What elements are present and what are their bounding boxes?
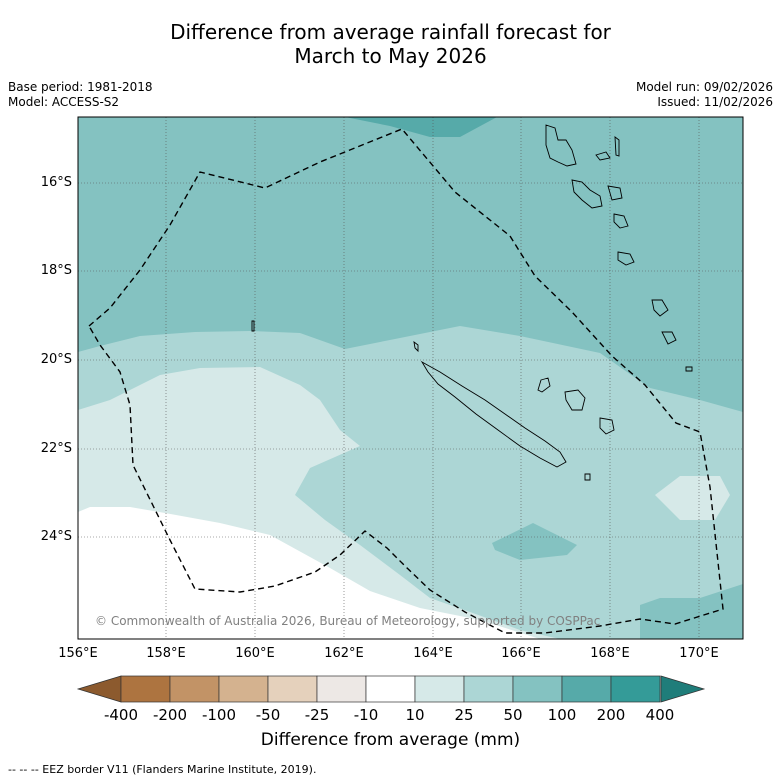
lat-label: 20°S <box>40 352 72 367</box>
region-dark-patch-south <box>492 523 577 560</box>
map-area <box>78 117 743 639</box>
meta-left: Base period: 1981-2018 Model: ACCESS-S2 <box>8 80 153 110</box>
colorbar-extend-low <box>76 675 122 703</box>
chart-title: Difference from average rainfall forecas… <box>0 20 781 68</box>
colorbar-cell <box>120 675 171 703</box>
colorbar-cell <box>463 675 514 703</box>
colorbar-cell <box>267 675 318 703</box>
lat-label: 22°S <box>40 441 72 456</box>
loyalty-lifou <box>564 389 586 411</box>
lon-label: 156°E <box>58 646 98 661</box>
colorbar-tick-label: 400 <box>645 706 675 724</box>
model-name: Model: ACCESS-S2 <box>8 95 120 109</box>
small-island-a <box>685 366 693 372</box>
small-island-b <box>251 320 255 332</box>
vanuatu-erromango <box>607 185 623 201</box>
issued-date: Issued: 11/02/2026 <box>657 95 773 109</box>
walpole <box>584 473 591 481</box>
colorbar-cell <box>512 675 563 703</box>
colorbar-tick-label: 50 <box>503 706 523 724</box>
coastlines <box>251 124 693 481</box>
region-dark-southeast <box>640 584 743 639</box>
colorbar-title: Difference from average (mm) <box>260 730 521 750</box>
colorbar-cell <box>561 675 612 703</box>
base-period: Base period: 1981-2018 <box>8 80 153 94</box>
lat-label: 16°S <box>40 175 72 190</box>
region-light-patch <box>655 476 730 520</box>
vanuatu-malakula <box>571 179 603 209</box>
colorbar-tick-label: -50 <box>255 706 281 724</box>
loyalty-mare <box>599 417 615 435</box>
lon-label: 168°E <box>590 646 630 661</box>
lon-label: 158°E <box>146 646 186 661</box>
vanuatu-pentecost <box>614 136 620 157</box>
copyright-credit: © Commonwealth of Australia 2026, Bureau… <box>95 614 601 628</box>
vanuatu-tanna <box>617 251 635 266</box>
title-line-2: March to May 2026 <box>294 44 487 68</box>
lon-label: 164°E <box>413 646 453 661</box>
colorbar-tick-label: -100 <box>201 706 237 724</box>
colorbar-cell <box>218 675 269 703</box>
colorbar-tick-label: 200 <box>596 706 626 724</box>
title-line-1: Difference from average rainfall forecas… <box>170 20 611 44</box>
lon-label: 166°E <box>501 646 541 661</box>
region-neutral <box>78 507 540 639</box>
colorbar-tick-label: -400 <box>103 706 139 724</box>
colorbar-tick-label: 25 <box>454 706 474 724</box>
vanuatu-espiritu-santo <box>545 124 577 167</box>
lon-label: 162°E <box>324 646 364 661</box>
colorbar <box>76 675 706 703</box>
colorbar-cell <box>365 675 416 703</box>
meta-right: Model run: 09/02/2026 Issued: 11/02/2026 <box>636 80 773 110</box>
eez-legend-note: -- -- -- EEZ border V11 (Flanders Marine… <box>8 763 317 776</box>
eez-border <box>88 128 724 634</box>
map-frame <box>77 116 744 640</box>
colorbar-extend-high <box>660 675 706 703</box>
lat-label: 24°S <box>40 529 72 544</box>
colorbar-cell <box>414 675 465 703</box>
small-island-c <box>413 340 419 353</box>
vanuatu-efate <box>613 213 629 229</box>
lat-label: 18°S <box>40 263 72 278</box>
colorbar-cell <box>169 675 220 703</box>
region-100-200-north <box>345 117 497 137</box>
colorbar-tick-label: 10 <box>405 706 425 724</box>
matthew-hunter <box>651 299 669 317</box>
colorbar-cell <box>610 675 661 703</box>
lon-label: 160°E <box>235 646 275 661</box>
colorbar-tick-label: -25 <box>304 706 330 724</box>
hunter-island-2 <box>661 331 677 345</box>
model-run: Model run: 09/02/2026 <box>635 80 773 94</box>
new-caledonia <box>420 360 567 468</box>
colorbar-tick-label: 100 <box>547 706 577 724</box>
gridlines <box>78 117 743 639</box>
colorbar-tick-label: -200 <box>152 706 188 724</box>
lon-label: 170°E <box>679 646 719 661</box>
colorbar-tick-label: -10 <box>353 706 379 724</box>
colorbar-cell <box>316 675 367 703</box>
vanuatu-ambae <box>595 151 611 161</box>
loyalty-ouvea <box>537 377 551 393</box>
